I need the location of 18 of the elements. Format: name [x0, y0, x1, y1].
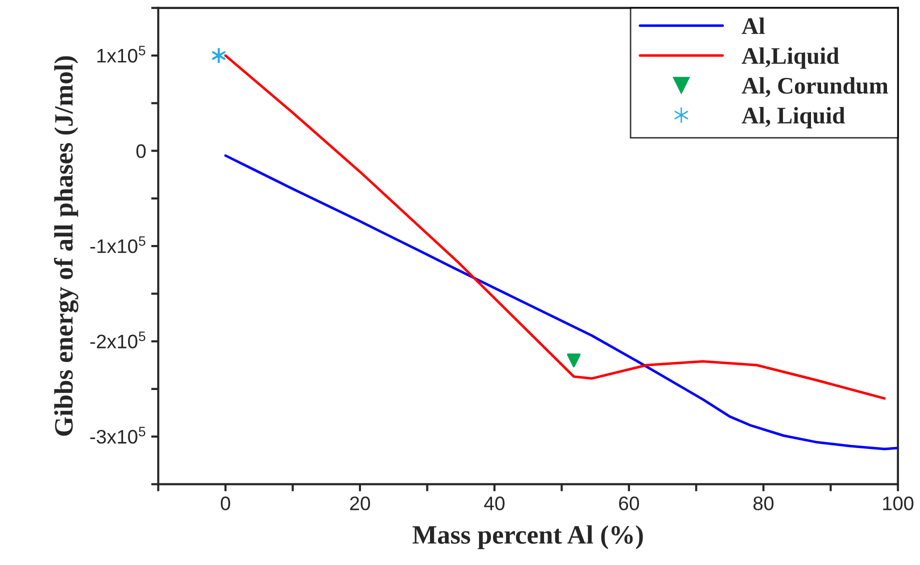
legend-label: Al — [742, 18, 765, 34]
x-tick-label: 40 — [484, 496, 505, 510]
legend-label: Al, Corundum — [742, 77, 888, 98]
x-tick-label: 100 — [883, 496, 914, 510]
y-tick-label: -2x10$^{5}$ — [90, 332, 146, 348]
legend-label: Al,Liquid — [742, 47, 840, 69]
x-tick-label: 0 — [220, 496, 230, 510]
x-tick-label: 80 — [753, 496, 774, 510]
y-tick-label: 1x10$^{5}$ — [97, 46, 146, 63]
line-series — [224, 154, 898, 450]
y-axis-title: Gibbs energy of all phases (J/mol) — [54, 56, 78, 436]
y-tick-label: 0 — [136, 144, 146, 158]
y-tick-label: -1x10$^{5}$ — [90, 236, 146, 254]
legend-label: Al, Liquid — [742, 106, 845, 128]
x-tick-label: 20 — [350, 496, 370, 510]
x-axis-title: Mass percent Al (%) — [412, 525, 643, 550]
y-tick-label: -3x10$^{5}$ — [90, 426, 146, 444]
x-tick-label: 60 — [619, 496, 639, 510]
